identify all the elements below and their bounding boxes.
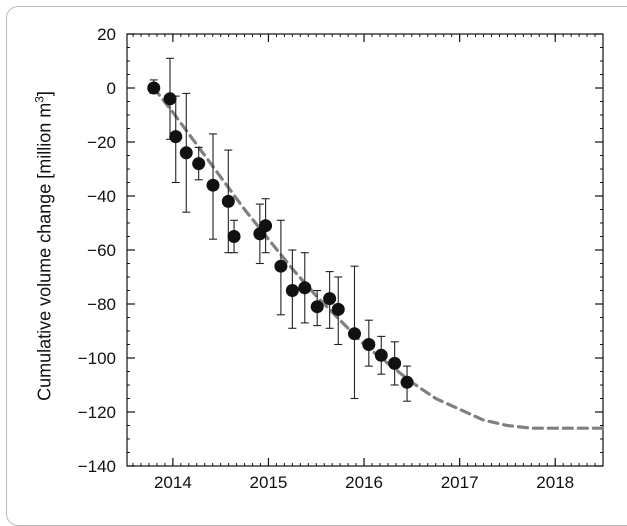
- data-point: [400, 375, 414, 389]
- data-point: [221, 194, 235, 208]
- y-tick-label: 0: [107, 79, 116, 98]
- data-point: [285, 284, 299, 297]
- data-point: [347, 327, 361, 341]
- trend-fit-line: [152, 86, 605, 430]
- y-tick-label: 20: [97, 25, 116, 44]
- data-point: [362, 338, 376, 351]
- data-point: [274, 259, 288, 273]
- data-point: [323, 292, 337, 306]
- x-tick-label: 2018: [536, 473, 574, 492]
- y-tick-label: −100: [78, 349, 116, 368]
- data-point: [259, 219, 273, 233]
- y-tick-label: −60: [87, 241, 116, 260]
- data-point: [147, 81, 161, 95]
- data-point: [192, 157, 206, 171]
- y-tick-label: −120: [78, 403, 116, 422]
- x-tick-label: 2015: [250, 473, 288, 492]
- data-point: [206, 178, 220, 192]
- data-point: [163, 92, 177, 106]
- x-tick-label: 2014: [154, 473, 192, 492]
- data-point: [331, 302, 345, 316]
- data-point: [298, 281, 312, 295]
- data-point: [227, 230, 241, 243]
- data-point: [169, 130, 183, 144]
- plot-area-border: [126, 33, 604, 467]
- figure-frame: [6, 6, 627, 526]
- x-tick-label: 2017: [441, 473, 479, 492]
- volume-change-chart: 2014 2015 2016 2017 2018 20 0 −20 −40 −60 −80 −100 −…: [78, 25, 605, 492]
- data-point: [388, 356, 402, 370]
- data-point: [310, 300, 324, 314]
- y-tick-label: −20: [87, 133, 116, 152]
- y-tick-label: −140: [78, 457, 116, 476]
- x-tick-label: 2016: [345, 473, 383, 492]
- y-tick-label: −80: [87, 295, 116, 314]
- y-tick-label: −40: [87, 187, 116, 206]
- data-point: [374, 348, 388, 362]
- data-point: [179, 146, 193, 160]
